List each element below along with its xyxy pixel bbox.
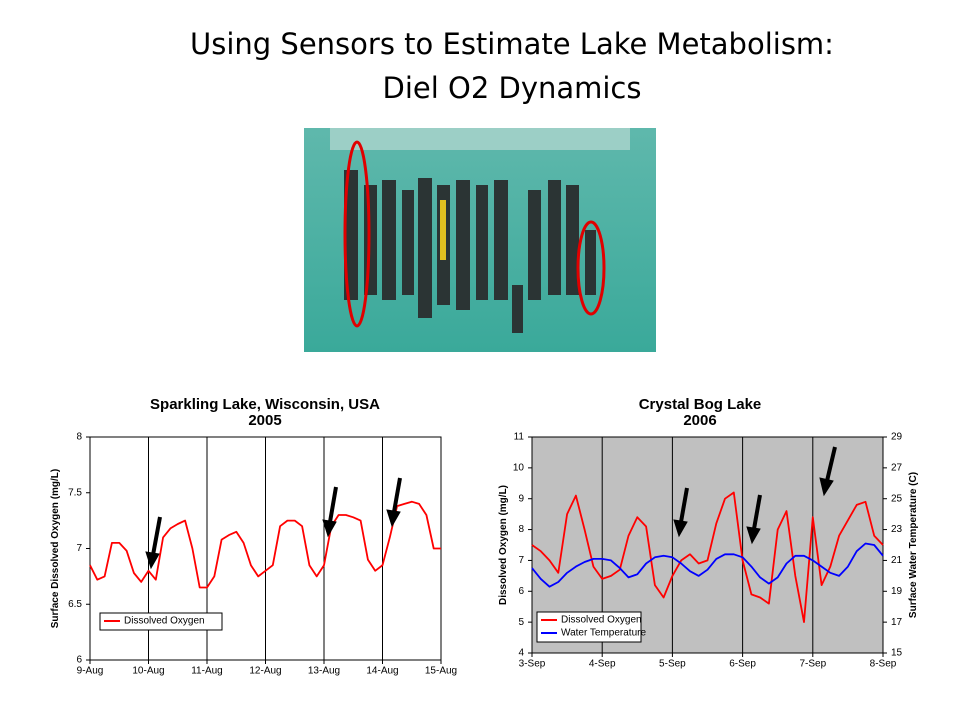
series-line: [531, 542, 884, 588]
y-tick-label: 6: [518, 586, 524, 597]
slide-title: Using Sensors to Estimate Lake Metabolis…: [190, 27, 834, 61]
y2-tick-label: 19: [891, 586, 903, 597]
x-tick-label: 15-Aug: [425, 666, 457, 677]
y-tick-label: 9: [518, 493, 524, 504]
x-tick-label: 4-Sep: [589, 659, 616, 670]
x-tick-label: 12-Aug: [249, 666, 281, 677]
slide-title: Diel O2 Dynamics: [382, 71, 641, 105]
y-tick-label: 10: [513, 462, 525, 473]
y2-tick-label: 15: [891, 648, 903, 659]
legend-label: Water Temperature: [561, 628, 646, 639]
y-axis-label: Surface Dissolved Oxygen (mg/L): [50, 469, 61, 629]
y-tick-label: 11: [514, 432, 525, 443]
legend-label: Dissolved Oxygen: [561, 615, 642, 626]
chart-subtitle: 2006: [683, 412, 716, 429]
chart-title: Sparkling Lake, Wisconsin, USA: [150, 396, 380, 413]
y2-tick-label: 27: [891, 462, 903, 473]
photo: [304, 128, 656, 352]
y2-tick-label: 25: [891, 493, 903, 504]
x-tick-label: 10-Aug: [132, 666, 164, 677]
y-axis-label: Dissolved Oxygen (mg/L): [498, 485, 509, 605]
y-tick-label: 6.5: [68, 599, 82, 610]
series-line: [531, 491, 884, 623]
x-tick-label: 7-Sep: [799, 659, 826, 670]
x-tick-label: 3-Sep: [519, 659, 546, 670]
x-tick-label: 13-Aug: [308, 666, 340, 677]
x-tick-label: 14-Aug: [366, 666, 398, 677]
chart-subtitle: 2005: [248, 412, 281, 429]
x-tick-label: 6-Sep: [729, 659, 756, 670]
y-tick-label: 8: [518, 524, 524, 535]
legend-box: [99, 612, 223, 631]
legend-box: [536, 611, 642, 643]
annotation-arrows: [145, 446, 837, 570]
y2-tick-label: 17: [891, 617, 903, 628]
series-line: [89, 500, 441, 589]
legend-label: Dissolved Oxygen: [124, 616, 205, 627]
x-tick-label: 8-Sep: [870, 659, 897, 670]
y2-tick-label: 23: [891, 524, 903, 535]
y-tick-label: 7: [518, 555, 524, 566]
y-tick-label: 6: [76, 655, 82, 666]
chart-title: Crystal Bog Lake: [639, 396, 762, 413]
y2-tick-label: 21: [891, 555, 903, 566]
y-tick-label: 4: [518, 648, 524, 659]
y2-axis-label: Surface Water Temperature (C): [908, 472, 919, 618]
x-tick-label: 5-Sep: [659, 659, 686, 670]
x-tick-label: 9-Aug: [77, 666, 104, 677]
y-tick-label: 8: [76, 432, 82, 443]
y-tick-label: 5: [518, 617, 524, 628]
y-tick-label: 7.5: [68, 487, 82, 498]
y2-tick-label: 29: [891, 432, 903, 443]
y-tick-label: 7: [76, 543, 82, 554]
x-tick-label: 11-Aug: [191, 666, 223, 677]
